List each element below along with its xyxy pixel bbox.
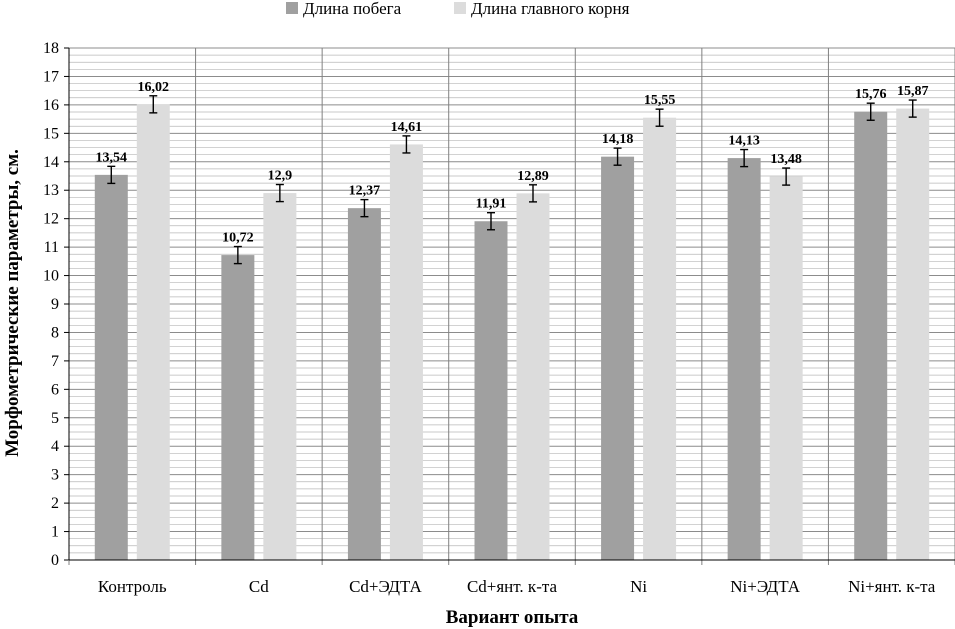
bar [643, 117, 677, 560]
y-tick-label: 17 [43, 68, 59, 85]
x-category-label: Ni+ЭДТА [730, 577, 801, 596]
data-label: 13,54 [96, 150, 128, 165]
legend: Длина побега Длина главного корня [286, 0, 630, 18]
x-category-label: Cd [249, 577, 269, 596]
bar [94, 174, 128, 560]
y-tick-label: 7 [51, 353, 59, 370]
y-tick-label: 1 [51, 524, 59, 541]
data-labels: 13,54 10,72 12,37 11,91 14,18 14,13 15,76 16,02… [96, 80, 929, 246]
data-label: 10,72 [222, 231, 254, 246]
y-axis-title: Морфометрические параметры, см. [2, 149, 23, 457]
bar [263, 193, 297, 561]
data-label: 12,9 [268, 169, 293, 184]
x-axis-title: Вариант опыта [446, 607, 579, 628]
data-label: 14,18 [602, 132, 634, 147]
bar [769, 176, 803, 560]
bar [727, 158, 761, 560]
data-label: 12,89 [517, 169, 549, 184]
legend-label-main-root-length: Длина главного корня [471, 0, 630, 18]
bar [601, 156, 635, 560]
x-axis-category-labels: Контроль Cd Cd+ЭДТА Cd+янт. к-та Ni Ni+ЭДТА Ni… [98, 577, 936, 596]
legend-label-shoot-length: Длина побега [303, 0, 402, 18]
bar [136, 104, 170, 560]
error-bars [107, 95, 917, 265]
data-label: 15,87 [897, 84, 929, 99]
legend-swatch-shoot-length [286, 2, 298, 14]
y-tick-label: 14 [43, 154, 59, 171]
bar [347, 208, 381, 561]
y-tick-label: 6 [51, 381, 59, 398]
legend-swatch-main-root-length [454, 2, 466, 14]
y-tick-label: 4 [51, 438, 59, 455]
data-label: 11,91 [476, 197, 507, 212]
y-tick-label: 12 [43, 211, 59, 228]
axes [68, 48, 955, 565]
gridlines [69, 47, 955, 561]
bar [221, 255, 255, 560]
bar [474, 221, 508, 560]
x-category-label: Ni [630, 577, 647, 596]
x-category-label: Cd+ЭДТА [349, 577, 422, 596]
bar [896, 108, 930, 560]
data-label: 15,55 [644, 93, 676, 108]
y-tick-label: 5 [51, 410, 59, 427]
bar [516, 193, 550, 560]
bars [94, 104, 930, 561]
bar [389, 144, 423, 560]
data-label: 16,02 [138, 80, 170, 95]
y-tick-label: 9 [51, 296, 59, 313]
data-label: 13,48 [770, 152, 802, 167]
data-label: 15,76 [855, 87, 887, 102]
y-tick-label: 16 [43, 97, 59, 114]
x-category-label: Контроль [98, 577, 167, 596]
bar [854, 111, 888, 561]
y-tick-label: 3 [51, 467, 59, 484]
x-category-label: Ni+янт. к-та [848, 577, 936, 596]
y-tick-label: 13 [43, 182, 59, 199]
y-tick-label: 15 [43, 125, 59, 142]
y-tick-label: 2 [51, 495, 59, 512]
data-label: 12,37 [349, 184, 381, 199]
y-tick-label: 0 [51, 552, 59, 569]
y-tick-label: 18 [43, 40, 59, 57]
x-category-label: Cd+янт. к-та [467, 577, 558, 596]
y-tick-label: 11 [44, 239, 59, 256]
data-label: 14,13 [728, 134, 760, 149]
data-label: 14,61 [391, 120, 423, 135]
y-tick-label: 8 [51, 324, 59, 341]
y-tick-label: 10 [43, 268, 59, 285]
